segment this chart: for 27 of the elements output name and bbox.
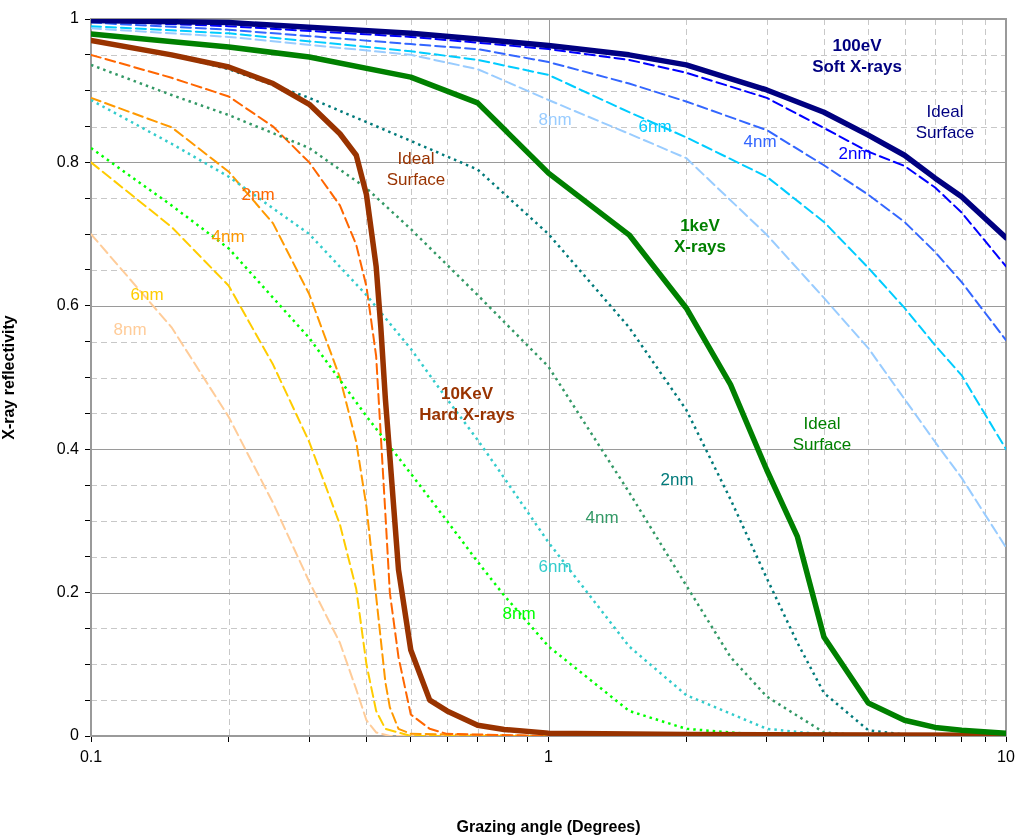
x-tick-label: 10 [997,748,1015,766]
y-axis-title: X-ray reflectivity [0,315,18,440]
y-tick-label: 0.6 [56,296,80,314]
y-tick-label: 0.4 [56,439,80,457]
annotation: 10KeV Hard X-rays [419,384,515,425]
series-label: 8nm [502,603,536,623]
annotation: 1keV X-rays [674,216,726,257]
x-tick-label: 0.1 [79,748,103,766]
series-label: Ideal Surface [386,149,446,190]
series-label: 4nm [211,226,245,246]
series-label: 2nm [838,143,872,163]
y-tick-label: 1 [70,9,80,27]
y-tick-label: 0 [70,726,80,744]
series-label: 2nm [660,469,694,489]
text: 6nm [130,284,164,304]
series-label: Ideal Surface [792,414,852,455]
series-label: Ideal Surface [915,102,975,143]
series-label: 6nm [538,556,572,576]
x-tick-label: 1 [544,748,554,766]
y-tick-label: 0.2 [56,583,80,601]
y-tick-label: 0.8 [56,152,80,170]
series-label: 4nm [743,131,777,151]
series-label: 4nm [585,507,619,527]
series-label: 8nm [113,319,147,339]
x-axis-title: Grazing angle (Degrees) [456,817,641,835]
text: 2nm [241,184,275,204]
annotation: 100eV Soft X-rays [812,36,902,77]
